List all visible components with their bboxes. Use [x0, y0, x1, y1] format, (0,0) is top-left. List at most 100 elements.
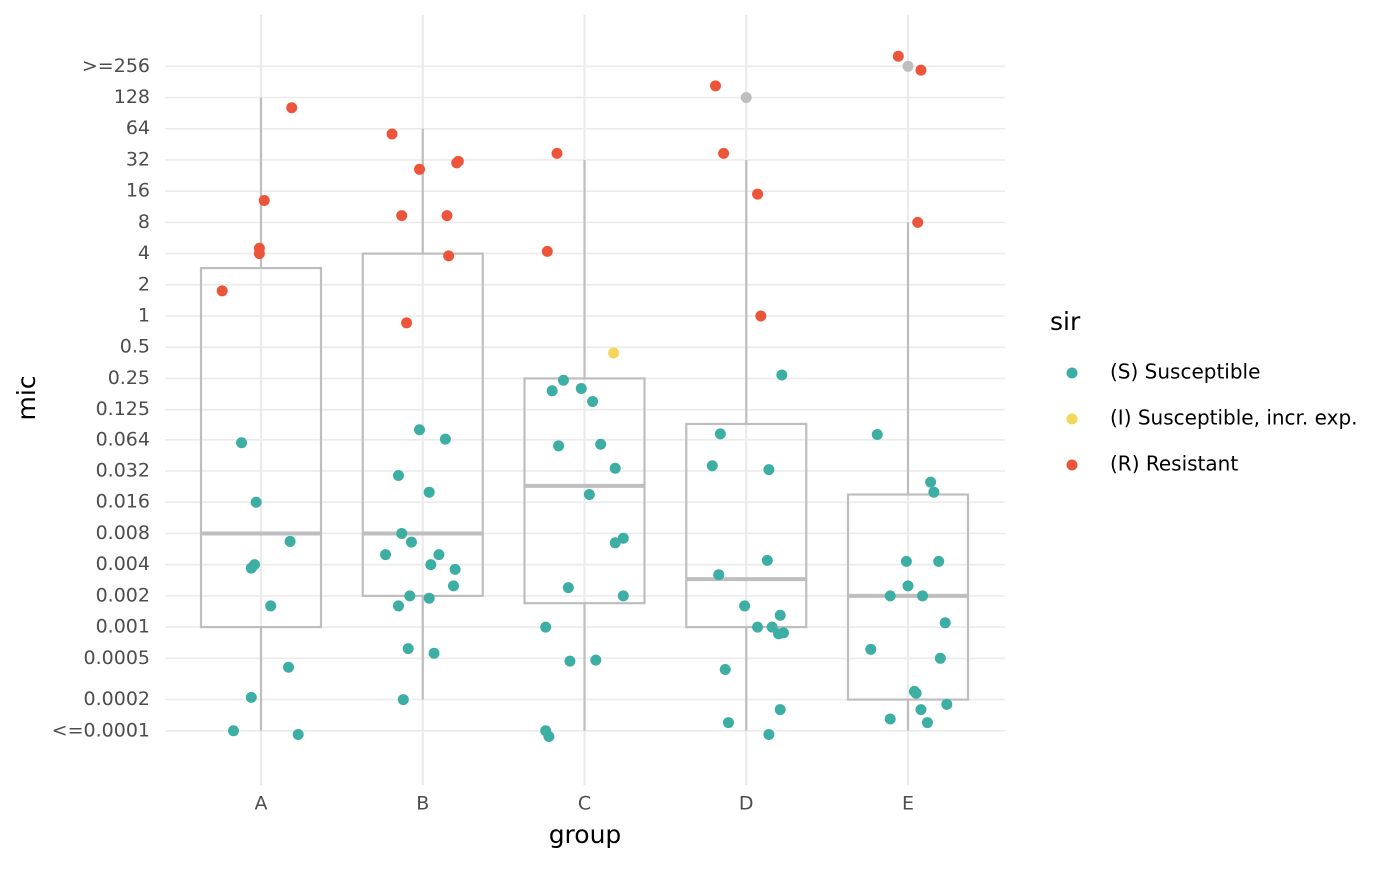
- y-tick-label: 0.0005: [84, 647, 150, 669]
- point: [557, 374, 569, 386]
- x-tick-label: A: [255, 793, 268, 815]
- point: [404, 590, 416, 602]
- point: [425, 559, 437, 571]
- point: [902, 60, 914, 72]
- point: [541, 245, 553, 257]
- x-tick-label: D: [739, 793, 754, 815]
- point: [284, 535, 296, 547]
- point: [540, 621, 552, 633]
- x-tick-label: B: [416, 793, 429, 815]
- y-tick-label: 0.004: [96, 553, 150, 575]
- point: [441, 210, 453, 222]
- point: [921, 717, 933, 729]
- point: [392, 469, 404, 481]
- point: [423, 486, 435, 498]
- point: [433, 549, 445, 561]
- point: [543, 731, 555, 743]
- point: [884, 713, 896, 725]
- point: [228, 725, 240, 737]
- point: [583, 488, 595, 500]
- point: [396, 210, 408, 222]
- y-tick-label: 0.008: [96, 522, 150, 544]
- point: [900, 555, 912, 567]
- point: [250, 496, 262, 508]
- point: [892, 50, 904, 62]
- point: [245, 691, 257, 703]
- point: [443, 250, 455, 262]
- point: [718, 147, 730, 159]
- point: [439, 433, 451, 445]
- point: [884, 590, 896, 602]
- point: [286, 102, 298, 114]
- point: [915, 704, 927, 716]
- y-tick-label: 16: [126, 180, 150, 202]
- point: [449, 563, 461, 575]
- legend-label: (S) Susceptible: [1110, 360, 1260, 384]
- point: [282, 661, 294, 673]
- y-tick-label: 0.032: [96, 460, 150, 482]
- point: [902, 580, 914, 592]
- point: [617, 590, 629, 602]
- point: [609, 537, 621, 549]
- point: [761, 554, 773, 566]
- point: [928, 486, 940, 498]
- point: [871, 429, 883, 441]
- y-tick-label: 4: [138, 242, 150, 264]
- point: [865, 643, 877, 655]
- point: [713, 569, 725, 581]
- point: [934, 652, 946, 664]
- y-tick-label: <=0.0001: [52, 719, 150, 741]
- point: [763, 464, 775, 476]
- y-tick-label: 0.5: [120, 336, 150, 358]
- point: [740, 92, 752, 104]
- point: [777, 627, 789, 639]
- point: [590, 654, 602, 666]
- y-tick-label: 0.001: [96, 616, 150, 638]
- x-tick-label: C: [578, 793, 591, 815]
- legend-title: sir: [1050, 307, 1081, 336]
- point: [774, 704, 786, 716]
- point: [245, 562, 257, 574]
- point: [587, 395, 599, 407]
- labels: group mic sir <=0.0001 0.0002 0.0005 0.001 0…: [12, 55, 1358, 849]
- y-tick-label: 0.064: [96, 428, 150, 450]
- point: [710, 80, 722, 92]
- point: [386, 128, 398, 140]
- point: [428, 647, 440, 659]
- y-tick-label: 64: [126, 117, 150, 139]
- point: [595, 438, 607, 450]
- x-axis-title: group: [549, 820, 622, 849]
- point: [617, 532, 629, 544]
- y-tick-label: 0.125: [96, 398, 150, 420]
- legend-label: (R) Resistant: [1110, 452, 1238, 476]
- y-tick-label: 0.0002: [84, 688, 150, 710]
- point: [714, 428, 726, 440]
- point: [763, 729, 775, 741]
- point: [915, 64, 927, 76]
- y-tick-label: >=256: [82, 55, 150, 77]
- box: [361, 252, 484, 597]
- point: [405, 536, 417, 548]
- point: [401, 317, 413, 329]
- point: [925, 476, 937, 488]
- y-tick-label: 0.002: [96, 584, 150, 606]
- y-tick-label: 0.25: [108, 367, 150, 389]
- box: [523, 377, 646, 605]
- point: [752, 188, 764, 200]
- legend-swatch: [1066, 367, 1078, 379]
- point: [575, 382, 587, 394]
- legend-swatch: [1066, 459, 1078, 471]
- point: [917, 590, 929, 602]
- box: [685, 422, 808, 629]
- point: [562, 582, 574, 594]
- point: [451, 157, 463, 169]
- point: [722, 717, 734, 729]
- point: [402, 643, 414, 655]
- point: [265, 600, 277, 612]
- point: [609, 462, 621, 474]
- y-tick-label: 1: [138, 305, 150, 327]
- point: [752, 621, 764, 633]
- legend-swatch: [1066, 413, 1078, 425]
- point: [910, 687, 922, 699]
